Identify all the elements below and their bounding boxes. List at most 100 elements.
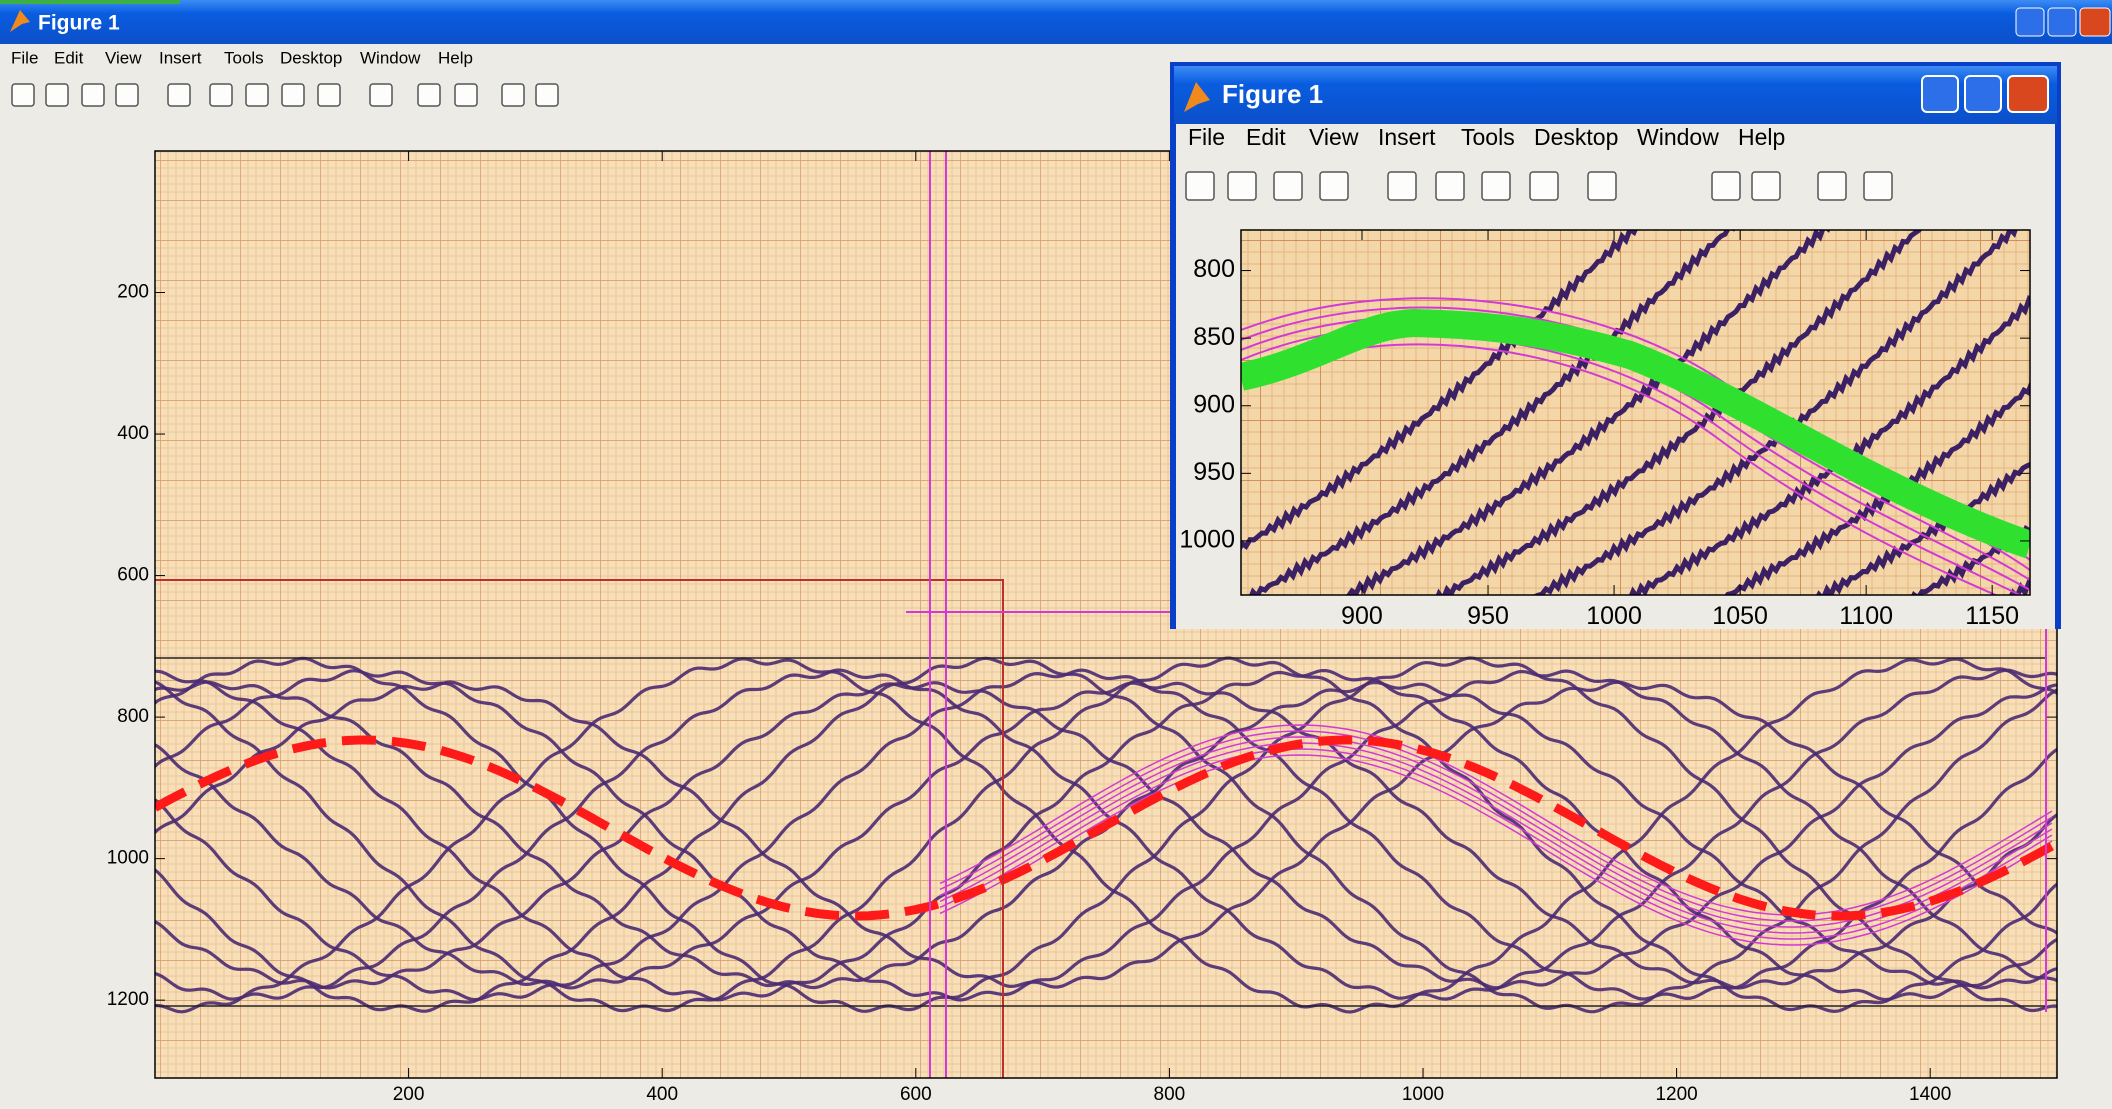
y-tick-label: 850 [1193, 323, 1235, 351]
tool-button[interactable] [369, 83, 393, 107]
tool-button[interactable] [417, 83, 441, 107]
tool-button[interactable] [501, 83, 525, 107]
y-tick-label: 1200 [107, 989, 149, 1010]
tool-button[interactable] [245, 83, 269, 107]
tool-button[interactable] [1711, 171, 1741, 201]
close-button[interactable] [2079, 7, 2111, 37]
overlay-line [939, 748, 2053, 940]
x-tick-label: 950 [1467, 602, 1509, 630]
menu-item[interactable]: File [1188, 124, 1225, 150]
inset-axes-frame [1240, 229, 2031, 596]
y-tick-label: 800 [1193, 255, 1235, 283]
tool-button[interactable] [45, 83, 69, 107]
minimize-button[interactable] [2015, 7, 2045, 37]
x-tick-label: 900 [1341, 602, 1383, 630]
window-title: Figure 1 [38, 12, 120, 35]
menu-item[interactable]: Edit [1246, 124, 1286, 150]
tool-button[interactable] [1319, 171, 1349, 201]
menu-item[interactable]: Tools [224, 48, 264, 67]
inset-plot-content [1241, 50, 2112, 601]
inset-window: Figure 1 File Edit View Insert Tools Desktop W… [1170, 50, 2112, 630]
overlay-line [939, 736, 2053, 928]
trace [155, 657, 2057, 1014]
tool-button[interactable] [81, 83, 105, 107]
menu-item[interactable]: Tools [1461, 124, 1515, 150]
tool-button[interactable] [1529, 171, 1559, 201]
inset-trace [2100, 50, 2112, 601]
menu-item[interactable]: Desktop [1534, 124, 1618, 150]
y-tick-label: 800 [117, 706, 149, 727]
menu-item[interactable]: View [1309, 124, 1359, 150]
y-tick-label: 950 [1193, 458, 1235, 486]
tool-button[interactable] [535, 83, 559, 107]
tool-button[interactable] [1185, 171, 1215, 201]
tool-button[interactable] [1863, 171, 1893, 201]
tool-button[interactable] [1751, 171, 1781, 201]
menu-item[interactable]: Insert [1378, 124, 1436, 150]
plot-content [155, 151, 2057, 1078]
x-tick-label: 1150 [1965, 602, 2019, 630]
inset-fit [1241, 308, 2030, 559]
inset-toolbar-icons [1185, 171, 1893, 201]
tool-button[interactable] [1481, 171, 1511, 201]
tool-button[interactable] [281, 83, 305, 107]
menu-item[interactable]: File [11, 48, 38, 67]
inset-minimize-button[interactable] [1921, 75, 1959, 113]
roi-box [155, 579, 1004, 1078]
x-tick-label: 1000 [1402, 1084, 1444, 1104]
taskbar-edge [0, 0, 180, 4]
x-tick-label: 400 [646, 1084, 678, 1104]
inset-window-title: Figure 1 [1222, 79, 1323, 109]
axes-ticks: 200 400 600 800 1000 1200 1400 200 400 600 800 1000… [107, 151, 2057, 1105]
y-tick-label: 1000 [1179, 526, 1235, 554]
tool-button[interactable] [317, 83, 341, 107]
menu-item[interactable]: Help [438, 48, 473, 67]
tool-button[interactable] [1273, 171, 1303, 201]
menu-item[interactable]: View [105, 48, 142, 67]
inset-menu: File Edit View Insert Tools Desktop Window Help [1188, 124, 1785, 150]
trace [155, 669, 2057, 1002]
overlay-line [939, 742, 2053, 934]
restore-button[interactable] [2047, 7, 2077, 37]
tool-button[interactable] [11, 83, 35, 107]
inset-overlay [1241, 343, 1999, 595]
menu-item[interactable]: Edit [54, 48, 84, 67]
inset-close-button[interactable] [2007, 75, 2049, 113]
tool-button[interactable] [1587, 171, 1617, 201]
inset-trace [1724, 380, 2030, 595]
overlay-line [939, 730, 2053, 922]
window-buttons [2015, 7, 2111, 37]
y-tick-label: 400 [117, 423, 149, 444]
trace [155, 680, 2057, 989]
menu-item[interactable]: Window [360, 48, 421, 67]
inset-trace [1241, 230, 1638, 552]
tool-button[interactable] [115, 83, 139, 107]
overlay-line [939, 754, 2053, 946]
x-tick-label: 1000 [1586, 602, 1642, 630]
tool-button[interactable] [1435, 171, 1465, 201]
tool-button[interactable] [209, 83, 233, 107]
tool-button[interactable] [167, 83, 191, 107]
inset-maximize-button[interactable] [1964, 75, 2002, 113]
menu: File Edit View Insert Tools Desktop Window Help [11, 48, 473, 67]
inset-trace [1435, 230, 1923, 595]
menu-item[interactable]: Desktop [280, 48, 342, 67]
y-tick-label: 1000 [107, 848, 149, 869]
inset-trace [1532, 230, 2018, 595]
menu-item[interactable]: Insert [159, 48, 202, 67]
tool-button[interactable] [1387, 171, 1417, 201]
x-tick-label: 1100 [1839, 602, 1893, 630]
trace [155, 681, 2057, 990]
tool-button[interactable] [1817, 171, 1847, 201]
menu-item[interactable]: Window [1637, 124, 1719, 150]
fit-curve [155, 735, 2057, 921]
tool-button[interactable] [454, 83, 478, 107]
menu-item[interactable]: Help [1738, 124, 1785, 150]
inset-app-icon [1184, 82, 1210, 112]
tool-button[interactable] [1227, 171, 1257, 201]
x-tick-label: 600 [900, 1084, 932, 1104]
x-tick-label: 200 [393, 1084, 425, 1104]
trace [155, 668, 2057, 1001]
y-tick-label: 200 [117, 282, 149, 303]
